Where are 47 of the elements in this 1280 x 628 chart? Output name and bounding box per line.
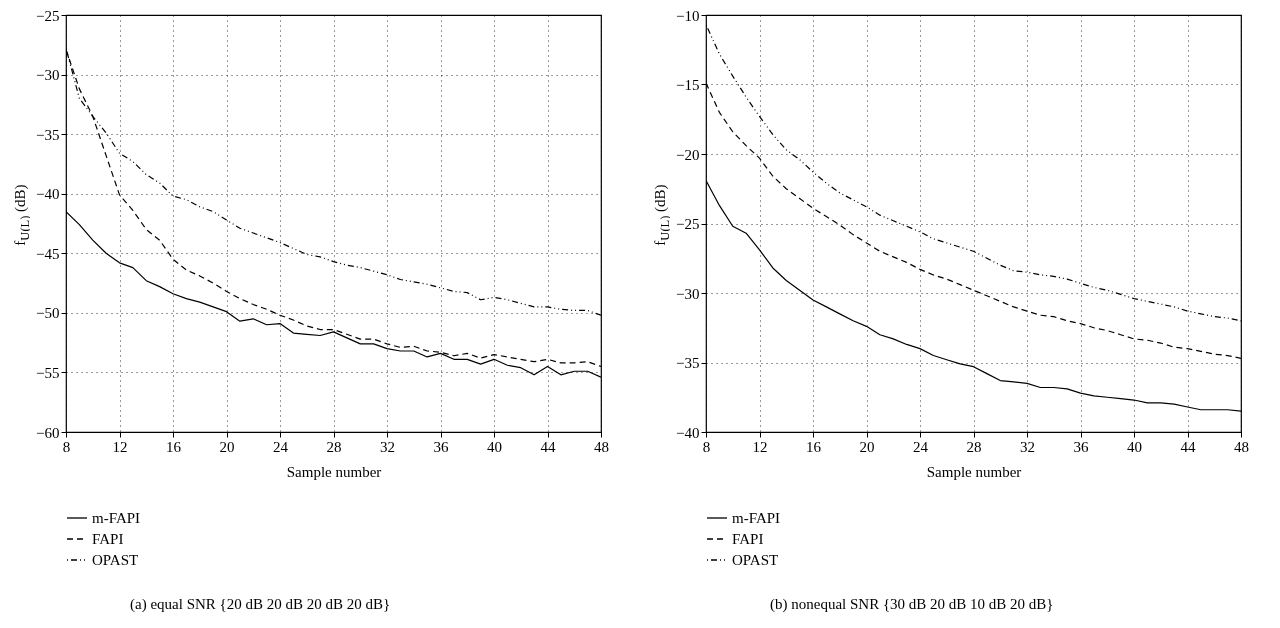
y-tick-label: −35 — [676, 355, 700, 371]
x-tick-label: 36 — [433, 438, 449, 455]
y-tick-label: −35 — [36, 126, 60, 143]
x-tick-label: 12 — [752, 438, 768, 455]
x-tick-label: 36 — [1073, 438, 1089, 455]
y-tick-label: −10 — [676, 7, 700, 24]
y-tick-label: −55 — [36, 364, 60, 381]
x-axis-title: Sample number — [926, 463, 1022, 480]
y-tick-label: −25 — [676, 216, 700, 232]
y-tick-label: −20 — [676, 146, 700, 163]
x-tick-label: 8 — [702, 438, 711, 455]
y-tick-label: −40 — [676, 424, 700, 441]
x-tick-label: 48 — [1234, 438, 1249, 455]
y-tick-label: −60 — [36, 424, 60, 441]
x-axis-title: Sample number — [286, 463, 382, 480]
x-tick-label: 48 — [594, 438, 609, 455]
x-tick-label: 24 — [273, 438, 289, 455]
x-tick-label: 44 — [540, 438, 556, 455]
legend-label: OPAST — [732, 552, 779, 568]
text: (b) nonequal SNR {30 dB 20 dB 10 dB 20 dB} — [770, 596, 1054, 613]
y-tick-label: −45 — [36, 245, 60, 262]
x-tick-label: 44 — [1180, 438, 1196, 455]
x-tick-label: 8 — [62, 438, 71, 455]
x-tick-label: 32 — [1020, 438, 1035, 455]
legend-label: FAPI — [732, 531, 764, 547]
x-tick-label: 40 — [487, 438, 502, 455]
x-tick-label: 28 — [966, 438, 982, 455]
y-tick-label: −15 — [676, 77, 700, 93]
x-tick-label: 16 — [166, 438, 182, 455]
y-tick-label: −30 — [36, 67, 60, 84]
legend-label: OPAST — [92, 552, 139, 568]
legend-label: m-FAPI — [92, 510, 141, 526]
x-tick-label: 20 — [219, 438, 235, 455]
x-tick-label: 16 — [806, 438, 822, 455]
x-tick-label: 20 — [859, 438, 875, 455]
y-tick-label: −50 — [36, 305, 60, 322]
text: (a) equal SNR {20 dB 20 dB 20 dB 20 dB} — [130, 596, 391, 613]
x-tick-label: 28 — [326, 438, 342, 455]
y-tick-label: −40 — [36, 186, 60, 203]
y-tick-label: −25 — [36, 7, 60, 24]
x-tick-label: 12 — [112, 438, 128, 455]
legend-label: FAPI — [92, 531, 124, 547]
x-tick-label: 24 — [913, 438, 929, 455]
legend-label: m-FAPI — [732, 510, 781, 526]
y-tick-label: −30 — [676, 285, 700, 302]
x-tick-label: 32 — [380, 438, 395, 455]
x-tick-label: 40 — [1127, 438, 1142, 455]
